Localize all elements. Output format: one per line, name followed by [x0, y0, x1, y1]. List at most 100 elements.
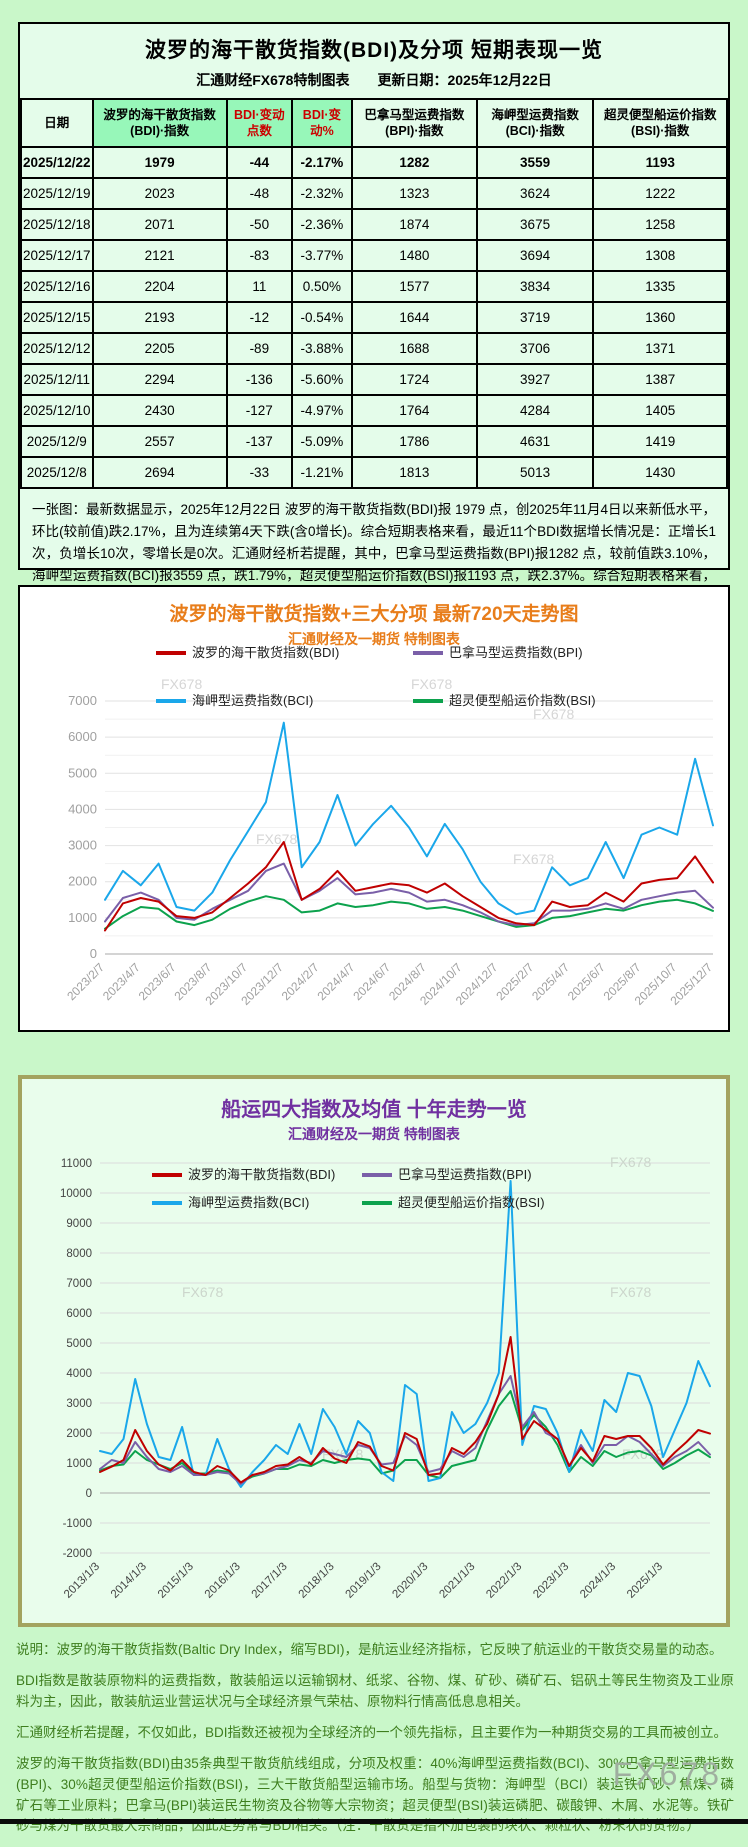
x-axis-label: 2022/1/3	[484, 1561, 524, 1601]
series-line-bsi	[104, 895, 714, 930]
table-cell: 1258	[592, 208, 728, 241]
y-axis-label: 1000	[68, 910, 97, 925]
legend-label-bsi: 超灵便型船运价指数(BSI)	[449, 693, 596, 708]
table-cell: 1193	[592, 146, 728, 179]
table-row: 2025/12/16 2204 11 0.50% 1577 3834 1335	[20, 270, 728, 303]
table-cell: 2205	[91, 332, 228, 365]
y-axis-label: 0	[90, 946, 97, 961]
y-axis-label: 9000	[66, 1218, 92, 1230]
table-cell: -137	[225, 425, 293, 458]
table-cell: 1786	[350, 425, 478, 458]
table-cell: -3.77%	[290, 239, 353, 272]
table-cell: -48	[225, 177, 293, 210]
x-axis-label: 2020/1/3	[390, 1561, 430, 1601]
short-term-table-panel: 波罗的海干散货指数(BDI)及分项 短期表现一览 汇通财经FX678特制图表 更…	[18, 22, 730, 626]
table-cell: 2025/12/15	[20, 301, 94, 334]
column-header: 巴拿马型运费指数(BPI)·指数	[350, 98, 478, 148]
chart-10year-panel: 船运四大指数及均值 十年走势一览 汇通财经及一期货 特制图表 -2000 -100…	[18, 1075, 730, 1627]
table-cell: 3675	[475, 208, 595, 241]
series-line-bpi	[104, 862, 714, 927]
chart-watermark: FX678	[161, 676, 202, 692]
table-cell: 1480	[350, 239, 478, 272]
table-cell: -33	[225, 456, 293, 489]
bottom-border-line	[0, 1819, 748, 1824]
table-cell: 1387	[592, 363, 728, 396]
table-row: 2025/12/22 1979 -44 -2.17% 1282 3559 1193	[20, 146, 728, 179]
page-title: 波罗的海干散货指数(BDI)及分项 短期表现一览	[145, 39, 603, 62]
chart-watermark: FX678	[513, 851, 554, 867]
chart-watermark: FX678	[411, 676, 452, 692]
y-axis-label: 5000	[68, 765, 97, 780]
legend-label-bpi: 巴拿马型运费指数(BPI)	[398, 1167, 532, 1182]
x-axis-label: 2014/1/3	[109, 1561, 149, 1601]
table-row: 2025/12/17 2121 -83 -3.77% 1480 3694 1308	[20, 239, 728, 272]
column-header: 日期	[20, 98, 94, 148]
y-axis-label: 4000	[66, 1368, 92, 1380]
table-row: 2025/12/19 2023 -48 -2.32% 1323 3624 1222	[20, 177, 728, 210]
x-axis-label: 2025/2/7	[493, 960, 536, 1003]
legend-label-bsi: 超灵便型船运价指数(BSI)	[398, 1195, 545, 1210]
series-line-bdi	[104, 841, 714, 932]
chart-720day-subtitle: 汇通财经及一期货 特制图表	[288, 631, 460, 647]
table-row: 2025/12/10 2430 -127 -4.97% 1764 4284 1405	[20, 394, 728, 427]
column-header: BDI·变动点数	[225, 98, 293, 148]
table-body: 2025/12/22 1979 -44 -2.17% 1282 3559 1193 2025/…	[20, 146, 728, 489]
table-cell: -2.36%	[290, 208, 353, 241]
x-axis-label: 2021/1/3	[437, 1561, 477, 1601]
x-axis-label: 2025/6/7	[565, 960, 608, 1003]
table-cell: 2023	[91, 177, 228, 210]
y-axis-label: 6000	[68, 729, 97, 744]
table-cell: 1764	[350, 394, 478, 427]
table-cell: 2025/12/17	[20, 239, 94, 272]
table-cell: 1419	[592, 425, 728, 458]
x-axis-label: 2023/6/7	[136, 960, 179, 1003]
table-cell: 4284	[475, 394, 595, 427]
table-cell: -12	[225, 301, 293, 334]
legend-label-bpi: 巴拿马型运费指数(BPI)	[449, 645, 583, 660]
x-axis-label: 2024/4/7	[315, 960, 358, 1003]
table-cell: 2025/12/9	[20, 425, 94, 458]
table-cell: 1430	[592, 456, 728, 489]
table-cell: 2071	[91, 208, 228, 241]
table-cell: -2.32%	[290, 177, 353, 210]
bdi-short-term-table: 日期 波罗的海干散货指数(BDI)·指数 BDI·变动点数 BDI·变动% 巴拿马型运费…	[20, 98, 728, 489]
chart-720day-canvas: 010002000300040005000600070002023/2/7202…	[64, 645, 715, 1008]
x-axis-label: 2013/1/3	[62, 1561, 102, 1601]
fx678-watermark: FX678	[612, 1756, 722, 1792]
chart-10year-title: 船运四大指数及均值 十年走势一览	[221, 1099, 527, 1121]
x-axis-label: 2024/6/7	[350, 960, 393, 1003]
table-cell: 2430	[91, 394, 228, 427]
series-line-bci	[104, 721, 714, 916]
table-cell: 0.50%	[290, 270, 353, 303]
table-cell: 2025/12/18	[20, 208, 94, 241]
chart-720day-title: 波罗的海干散货指数+三大分项 最新720天走势图	[169, 604, 579, 625]
table-row: 2025/12/11 2294 -136 -5.60% 1724 3927 1387	[20, 363, 728, 396]
table-cell: 3559	[475, 146, 595, 179]
y-axis-label: 8000	[66, 1248, 92, 1260]
chart-10year-subtitle: 汇通财经及一期货 特制图表	[288, 1126, 460, 1142]
table-cell: 2694	[91, 456, 228, 489]
column-header: BDI·变动%	[290, 98, 353, 148]
table-cell: 3834	[475, 270, 595, 303]
chart-watermark: FX678	[256, 831, 297, 847]
table-cell: 2025/12/11	[20, 363, 94, 396]
table-cell: 1323	[350, 177, 478, 210]
x-axis-label: 2015/1/3	[156, 1561, 196, 1601]
y-axis-label: 10000	[60, 1188, 92, 1200]
table-cell: 3624	[475, 177, 595, 210]
table-cell: 3694	[475, 239, 595, 272]
legend-label-bci: 海岬型运费指数(BCI)	[188, 1195, 309, 1210]
table-cell: 1360	[592, 301, 728, 334]
y-axis-label: 2000	[66, 1428, 92, 1440]
y-axis-label: 5000	[66, 1338, 92, 1350]
table-cell: 11	[225, 270, 293, 303]
page-subtitle: 汇通财经FX678特制图表 更新日期：2025年12月22日	[196, 72, 552, 88]
table-cell: -4.97%	[290, 394, 353, 427]
table-row: 2025/12/12 2205 -89 -3.88% 1688 3706 1371	[20, 332, 728, 365]
chart-watermark: FX678	[610, 1154, 651, 1170]
table-cell: 1813	[350, 456, 478, 489]
x-axis-label: 2024/1/3	[578, 1561, 618, 1601]
table-cell: 5013	[475, 456, 595, 489]
y-axis-label: 11000	[61, 1158, 92, 1170]
table-cell: -83	[225, 239, 293, 272]
